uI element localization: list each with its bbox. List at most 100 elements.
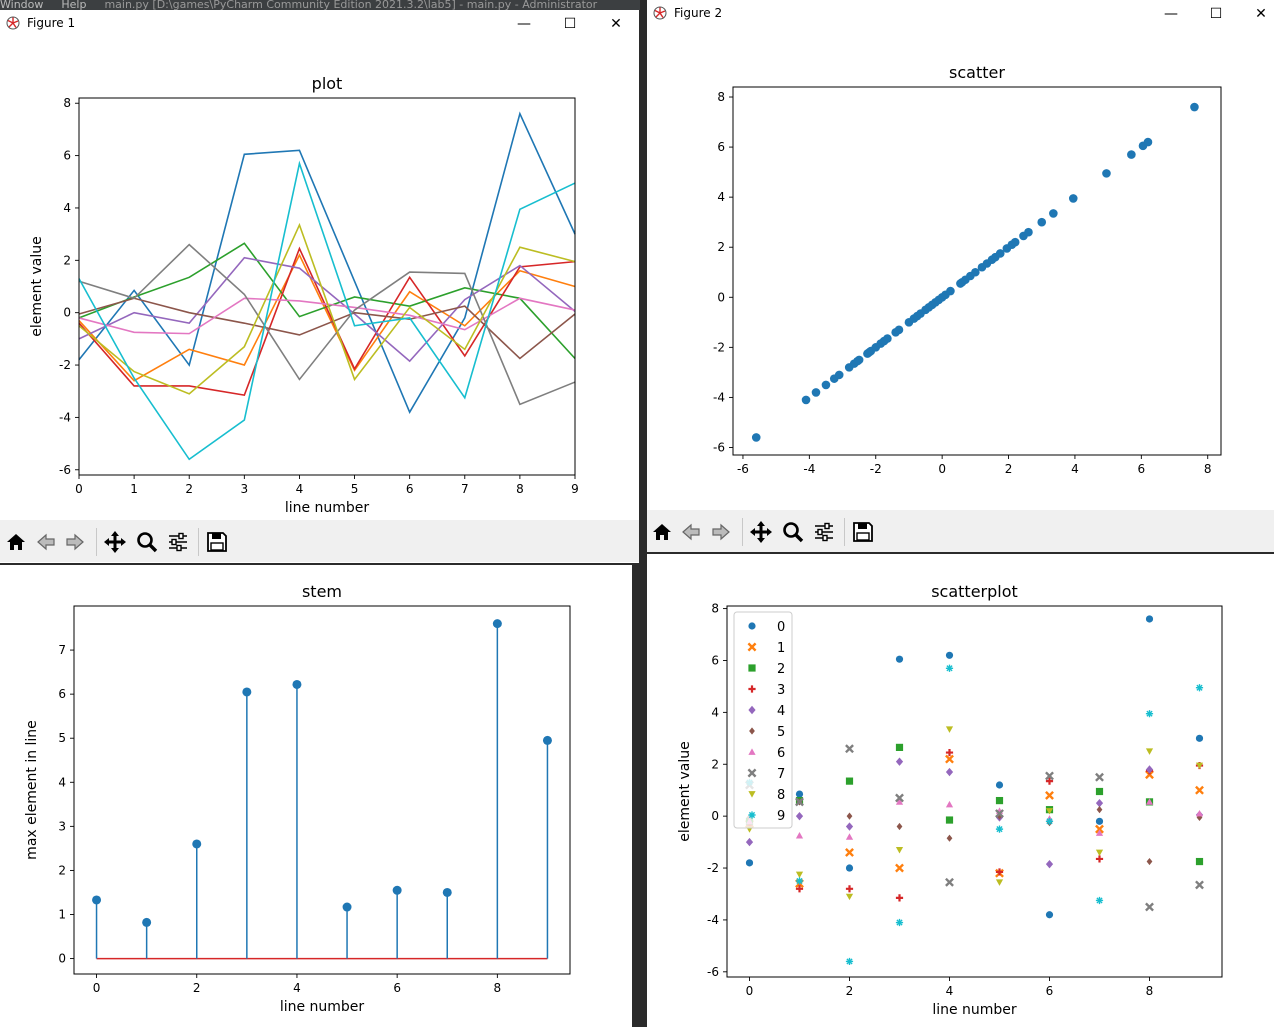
point-diamond	[945, 767, 954, 777]
stem-marker	[242, 687, 252, 697]
point-triangle-down	[845, 893, 854, 901]
stem-marker	[392, 885, 402, 895]
plot-area	[727, 606, 1222, 977]
x-tick-label: 4	[1071, 462, 1079, 476]
scatter-point	[1049, 209, 1058, 218]
minimize-button[interactable]: —	[1164, 6, 1178, 22]
home-button[interactable]	[2, 529, 30, 555]
point-thin-diamond	[1096, 806, 1103, 814]
series-line-0	[78, 111, 576, 414]
y-tick-label: -2	[707, 861, 719, 875]
point-thin-diamond	[946, 834, 953, 842]
point-x	[1145, 902, 1154, 912]
point-square	[1095, 787, 1104, 796]
forward-button[interactable]	[707, 519, 735, 545]
matplotlib-logo-icon	[6, 16, 20, 30]
x-tick-label: 8	[516, 482, 524, 496]
configure-subplots-button[interactable]	[810, 519, 838, 545]
stem-marker	[292, 679, 302, 689]
arrow-left-icon	[682, 523, 700, 541]
chart-title: stem	[302, 582, 342, 601]
y-tick-label: -6	[713, 440, 725, 454]
maximize-button[interactable]: ☐	[1209, 6, 1223, 22]
minimize-button[interactable]: —	[517, 16, 531, 32]
zoom-button[interactable]	[779, 519, 807, 545]
toolbar-separator	[96, 528, 97, 556]
configure-subplots-button[interactable]	[164, 529, 192, 555]
axes-frame	[726, 605, 1223, 978]
matplotlib-logo-icon	[653, 6, 667, 20]
point-plus	[795, 885, 804, 893]
point-thin-diamond	[1196, 813, 1203, 822]
x-tick-label: 6	[393, 981, 401, 995]
back-button[interactable]	[677, 519, 705, 545]
floppy-disk-icon	[207, 532, 227, 552]
point-x	[1195, 880, 1204, 890]
point-plus	[995, 868, 1004, 876]
point-diamond	[795, 811, 804, 821]
point-triangle-up	[895, 798, 904, 805]
scatter-point	[751, 433, 761, 442]
scatter-point	[821, 380, 831, 390]
point-triangle-up	[1095, 829, 1104, 836]
x-tick-label: 0	[93, 981, 101, 995]
stem-marker	[142, 917, 152, 927]
stem-marker	[92, 895, 102, 905]
forward-button[interactable]	[61, 529, 89, 555]
ide-title: main.py [D:\games\PyCharm Community Edit…	[104, 0, 598, 10]
x-axis-label: line number	[280, 999, 365, 1015]
menu-window[interactable]: Window	[0, 0, 44, 10]
legend-label: 0	[777, 620, 785, 635]
back-button[interactable]	[32, 529, 60, 555]
point-triangle-down	[995, 879, 1004, 886]
point-circle	[1145, 615, 1154, 623]
point-circle	[945, 651, 954, 659]
series-line-7	[78, 243, 576, 406]
arrow-left-icon	[37, 533, 55, 551]
x-tick-label: 7	[461, 482, 469, 496]
y-tick-label: -2	[713, 340, 725, 354]
legend-label: 5	[777, 725, 785, 740]
x-tick-label: 4	[946, 984, 954, 998]
home-button[interactable]	[648, 519, 676, 545]
stem-marker	[542, 735, 552, 745]
point-square	[895, 743, 904, 751]
scatter-point	[1102, 169, 1111, 178]
x-tick-label: 1	[130, 482, 138, 496]
point-star	[1195, 684, 1204, 692]
series-line-3	[78, 246, 576, 397]
x-tick-label: 8	[494, 981, 502, 995]
pan-button[interactable]	[101, 529, 129, 555]
point-triangle-down	[1045, 808, 1054, 815]
menu-help[interactable]: Help	[61, 0, 87, 10]
pan-button[interactable]	[747, 519, 775, 545]
maximize-button[interactable]: ☐	[563, 16, 577, 32]
point-x	[1095, 772, 1104, 782]
point-diamond	[745, 837, 754, 847]
point-thin-diamond	[1146, 857, 1153, 866]
x-axis-label: line number	[932, 1002, 1017, 1018]
figure1-titlebar[interactable]: Figure 1 — ☐ ✕	[0, 10, 639, 38]
point-thin-diamond	[749, 727, 755, 735]
figure1-window: Figure 1 — ☐ ✕ 0 1 2 3 4 5 6 7 8 9 -6 -4 -2 0 2 4 6 8 plot…	[0, 10, 639, 563]
point-square	[845, 777, 854, 785]
point-x	[1145, 770, 1154, 780]
y-tick-label: 0	[711, 809, 719, 823]
zoom-button[interactable]	[133, 529, 161, 555]
close-button[interactable]: ✕	[1255, 6, 1267, 22]
plot-area	[79, 98, 575, 475]
scatter-point	[801, 395, 811, 405]
save-button[interactable]	[849, 519, 877, 545]
stem-marker	[192, 839, 202, 849]
y-tick-label: -4	[707, 913, 719, 927]
y-tick-label: 6	[717, 140, 725, 154]
y-tick-label: -2	[59, 358, 71, 372]
close-button[interactable]: ✕	[610, 16, 622, 32]
scatter-point	[834, 370, 844, 380]
point-star	[795, 877, 804, 885]
y-tick-label: 6	[711, 653, 719, 667]
save-button[interactable]	[203, 529, 231, 555]
point-circle	[895, 655, 904, 663]
figure2-titlebar[interactable]: Figure 2 — ☐ ✕	[647, 0, 1274, 28]
y-tick-label: 6	[58, 687, 66, 701]
